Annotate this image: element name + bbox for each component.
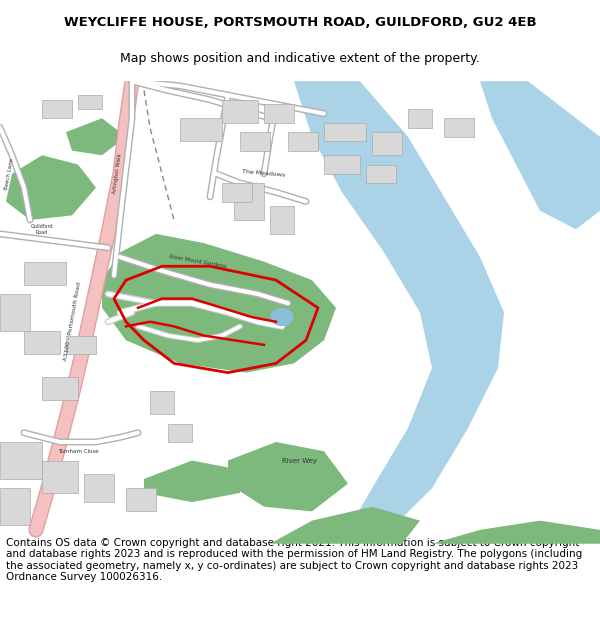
Bar [0,294,30,331]
Bar [126,488,156,511]
Bar [222,100,258,123]
Bar [180,118,222,141]
Text: The Meadows: The Meadows [242,169,286,178]
Bar [78,95,102,109]
Polygon shape [144,461,240,502]
Polygon shape [294,81,504,530]
Bar [0,442,42,479]
Polygon shape [6,155,96,220]
Bar [288,132,318,151]
Bar [372,132,402,155]
Text: River Wey: River Wey [283,458,317,464]
Bar [0,488,30,525]
Text: Artington Walk: Artington Walk [112,153,122,194]
Bar [24,331,60,354]
Bar [222,183,252,201]
Bar [444,118,474,137]
Bar [234,183,264,220]
Bar [150,391,174,414]
Polygon shape [228,442,348,511]
Text: Guildford
Road: Guildford Road [31,224,53,234]
Text: Turnham Close: Turnham Close [58,449,98,454]
Bar [66,336,96,354]
Bar [168,424,192,442]
Bar [270,206,294,234]
Polygon shape [432,521,600,544]
Text: WEYCLIFFE HOUSE, PORTSMOUTH ROAD, GUILDFORD, GU2 4EB: WEYCLIFFE HOUSE, PORTSMOUTH ROAD, GUILDF… [64,16,536,29]
Bar [240,132,270,151]
Bar [42,100,72,118]
Bar [84,474,114,502]
Text: A3100 - Portsmouth Road: A3100 - Portsmouth Road [62,282,82,362]
Text: Beech Lane: Beech Lane [4,158,14,190]
Bar [324,155,360,174]
Circle shape [271,309,293,326]
Bar [42,378,78,401]
Bar [42,461,78,493]
Text: Contains OS data © Crown copyright and database right 2021. This information is : Contains OS data © Crown copyright and d… [6,538,582,582]
Bar [324,123,366,141]
Polygon shape [270,507,420,544]
Text: River Mount Gardens: River Mount Gardens [169,254,227,269]
Polygon shape [102,234,336,372]
Text: Map shows position and indicative extent of the property.: Map shows position and indicative extent… [120,52,480,65]
Polygon shape [480,81,600,229]
Bar [264,104,294,123]
Polygon shape [66,118,126,155]
Bar [24,262,66,285]
Bar [366,164,396,183]
Bar [408,109,432,127]
